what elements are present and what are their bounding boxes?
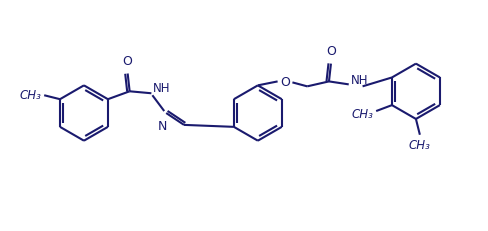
Text: O: O [280, 76, 290, 88]
Text: NH: NH [153, 82, 170, 94]
Text: N: N [157, 119, 166, 132]
Text: CH₃: CH₃ [408, 138, 430, 151]
Text: O: O [325, 45, 335, 58]
Text: CH₃: CH₃ [20, 88, 41, 101]
Text: CH₃: CH₃ [350, 107, 372, 120]
Text: NH: NH [350, 74, 367, 87]
Text: O: O [122, 54, 132, 67]
